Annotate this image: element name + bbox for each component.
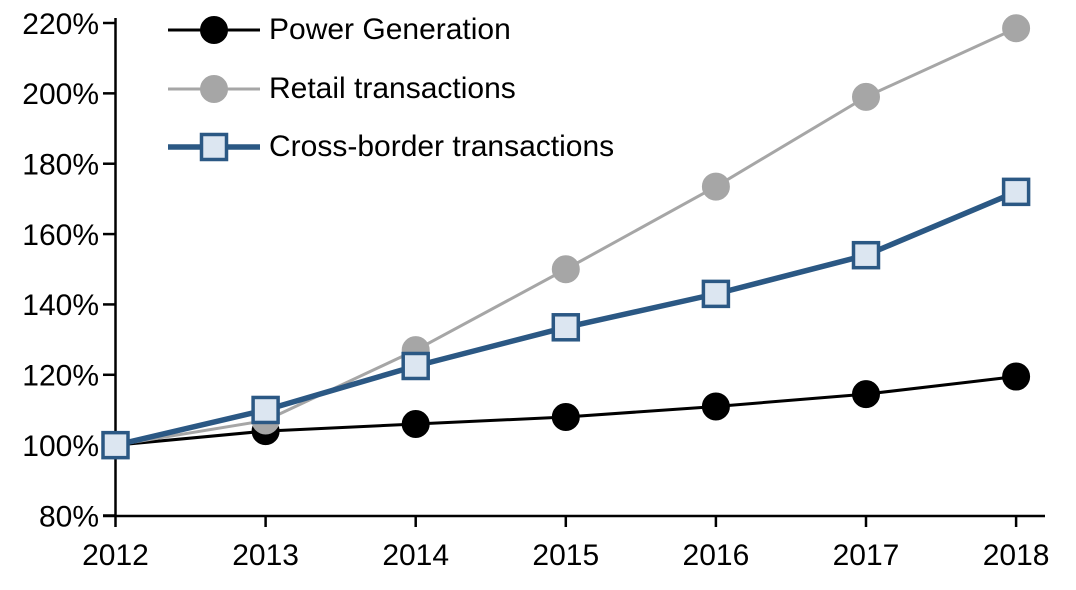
legend-item-power-generation: Power Generation xyxy=(168,1,614,60)
series-power-generation xyxy=(101,362,1031,460)
marker-cross-border-transactions-2013 xyxy=(251,395,280,425)
legend-marker-power-generation xyxy=(200,16,228,45)
marker-cross-border-transactions-2016 xyxy=(701,279,731,309)
legend-swatch-cross-border-transactions xyxy=(168,133,260,162)
legend-swatch-power-generation xyxy=(168,16,260,45)
legend-swatch-retail-transactions xyxy=(168,74,260,103)
legend-item-cross-border-transactions: Cross-border transactions xyxy=(168,118,614,177)
legend-label-power-generation: Power Generation xyxy=(269,13,511,47)
y-tick-label: 220% xyxy=(22,8,99,41)
legend-marker-cross-border-transactions xyxy=(199,133,229,162)
legend-label-cross-border-transactions: Cross-border transactions xyxy=(269,130,615,164)
series-cross-border-transactions xyxy=(101,177,1031,460)
marker-retail-transactions-2016 xyxy=(701,172,730,201)
marker-cross-border-transactions-2018 xyxy=(1001,177,1031,207)
y-tick-label: 200% xyxy=(22,78,99,111)
marker-cross-border-transactions-2015 xyxy=(551,313,581,342)
legend-marker-retail-transactions xyxy=(200,74,228,103)
y-tick-label: 140% xyxy=(22,289,99,322)
x-tick-label: 2012 xyxy=(82,539,149,572)
legend: Power Generation Retail transactions Cro… xyxy=(168,1,614,177)
y-tick-label: 180% xyxy=(22,149,99,182)
x-tick-label: 2014 xyxy=(382,539,449,572)
marker-power-generation-2014 xyxy=(401,410,430,439)
legend-item-retail-transactions: Retail transactions xyxy=(168,60,614,119)
y-tick-label: 80% xyxy=(39,500,99,533)
legend-label-retail-transactions: Retail transactions xyxy=(269,71,516,105)
y-tick-label: 160% xyxy=(22,219,99,252)
marker-cross-border-transactions-2017 xyxy=(851,240,881,270)
x-tick-label: 2018 xyxy=(983,539,1050,572)
marker-power-generation-2015 xyxy=(551,403,580,431)
marker-power-generation-2016 xyxy=(701,392,730,421)
x-tick-label: 2017 xyxy=(833,539,900,572)
x-tick-label: 2015 xyxy=(532,539,599,572)
y-tick-label: 100% xyxy=(22,430,99,463)
x-tick-label: 2016 xyxy=(683,539,750,572)
x-tick-label: 2013 xyxy=(232,539,299,572)
marker-retail-transactions-2015 xyxy=(551,255,580,284)
marker-retail-transactions-2018 xyxy=(1002,14,1031,43)
marker-cross-border-transactions-2014 xyxy=(401,351,430,381)
marker-cross-border-transactions-2012 xyxy=(101,430,130,460)
y-tick-label: 120% xyxy=(22,360,99,393)
marker-retail-transactions-2017 xyxy=(852,82,880,111)
marker-power-generation-2017 xyxy=(852,380,880,409)
marker-power-generation-2018 xyxy=(1002,362,1031,391)
